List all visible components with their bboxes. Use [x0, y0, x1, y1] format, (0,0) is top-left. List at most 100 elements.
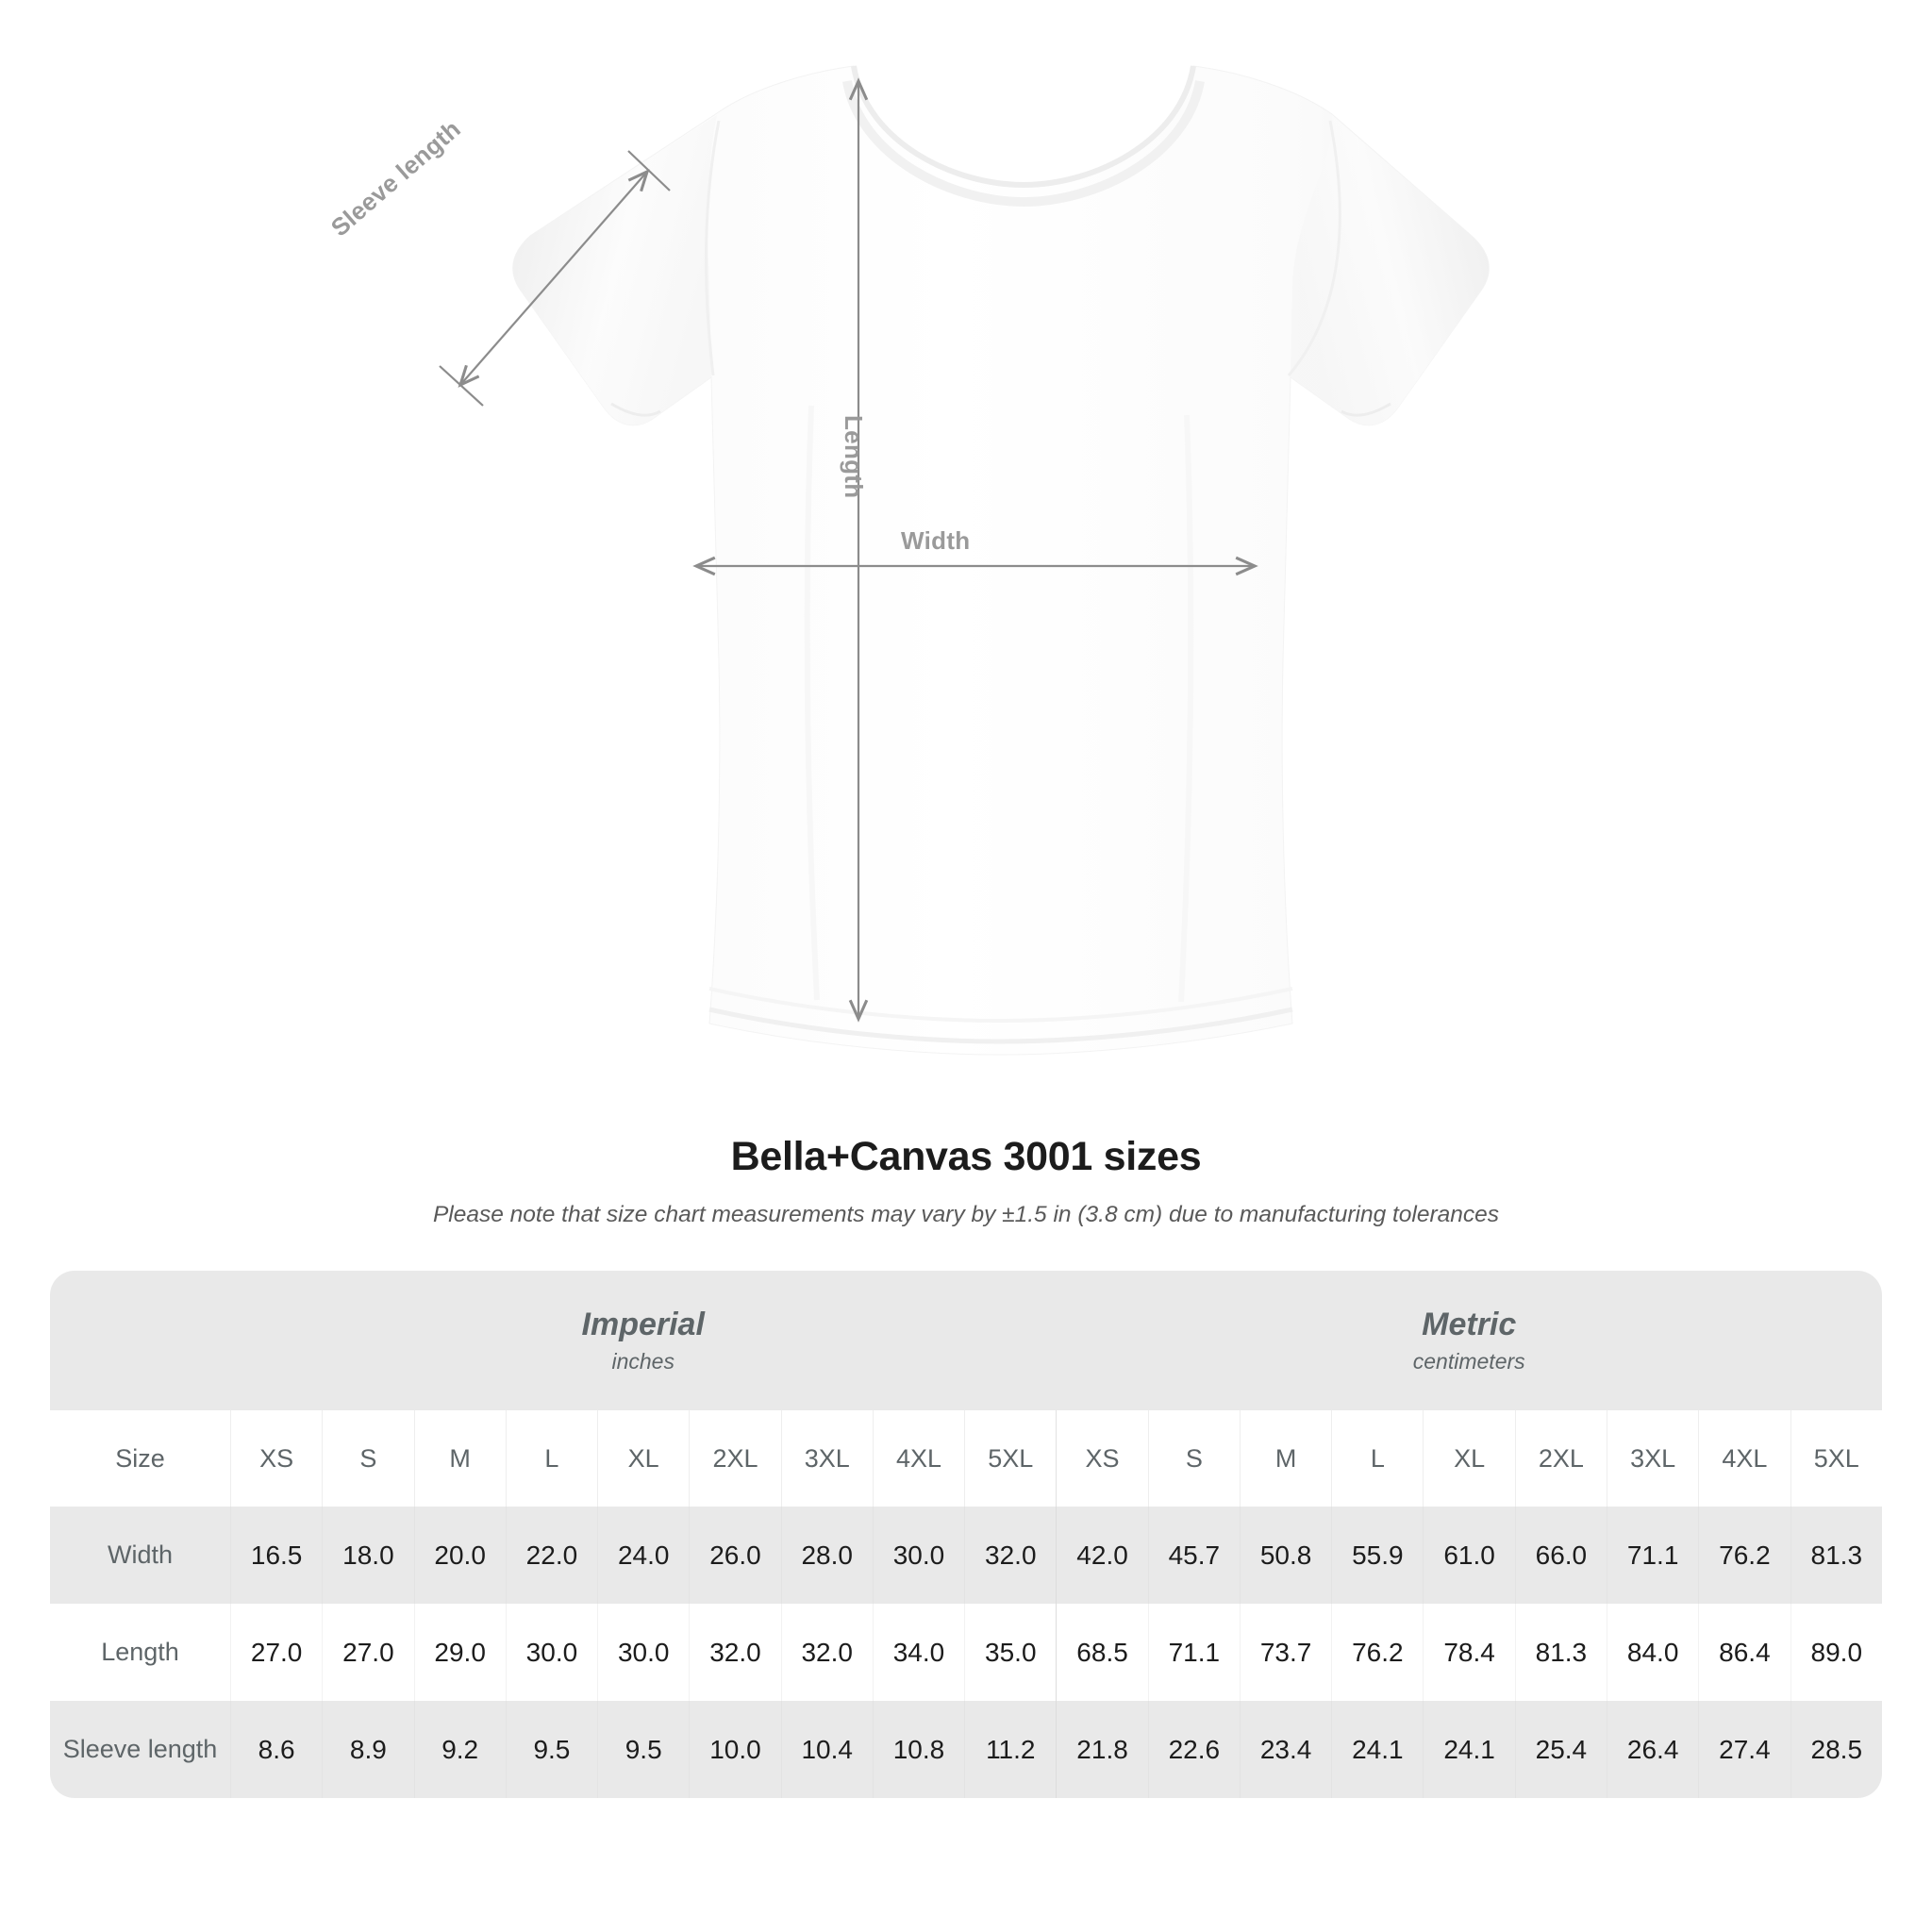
size-column-header-metric-l: L [1331, 1410, 1423, 1507]
width-label: Width [901, 526, 971, 555]
size-header-row: Size XS S M L XL 2XL 3XL 4XL 5XL XS S M L XL 2XL 3XL 4XL 5… [50, 1410, 1882, 1507]
cell-length-imperial-m: 29.0 [413, 1604, 506, 1701]
size-column-header-metric-xs: XS [1056, 1410, 1147, 1507]
row-header-sleeve-length: Sleeve length [62, 1735, 218, 1763]
table-row: Length 27.0 27.0 29.0 30.0 30.0 32.0 32.0 34.0 35… [50, 1604, 1882, 1701]
size-header-cell: Size [115, 1443, 165, 1473]
cell-width-imperial-xs: 16.5 [230, 1507, 322, 1604]
cell-sleeve-length-imperial-4xl: 10.8 [872, 1701, 964, 1798]
size-column-header-imperial-3xl: 3XL [780, 1410, 873, 1507]
page-subtitle: Please note that size chart measurements… [432, 1201, 1500, 1227]
size-column-header-metric-xl: XL [1423, 1410, 1514, 1507]
cell-width-imperial-4xl: 30.0 [872, 1507, 964, 1604]
cell-length-metric-3xl: 84.0 [1607, 1604, 1698, 1701]
size-column-header-imperial-l: L [505, 1410, 597, 1507]
cell-width-imperial-m: 20.0 [413, 1507, 506, 1604]
table-row: Width 16.5 18.0 20.0 22.0 24.0 26.0 28.0 30.0 32.… [50, 1507, 1882, 1604]
size-column-header-metric-3xl: 3XL [1607, 1410, 1698, 1507]
cell-length-imperial-xs: 27.0 [230, 1604, 322, 1701]
cell-sleeve-length-imperial-xl: 9.5 [597, 1701, 689, 1798]
size-column-header-metric-4xl: 4XL [1698, 1410, 1790, 1507]
cell-sleeve-length-imperial-5xl: 11.2 [964, 1701, 1056, 1798]
cell-width-imperial-l: 22.0 [505, 1507, 597, 1604]
size-chart-table: Imperial inches Metric centimeters Size XS S M L… [50, 1271, 1882, 1798]
cell-length-metric-xl: 78.4 [1423, 1604, 1514, 1701]
unit-subtitle: centimeters [1412, 1349, 1525, 1374]
garment-diagram: Sleeve length Length Width [325, 65, 1490, 1056]
cell-width-imperial-s: 18.0 [322, 1507, 413, 1604]
cell-length-imperial-xl: 30.0 [597, 1604, 689, 1701]
size-column-header-imperial-s: S [322, 1410, 413, 1507]
sleeve-length-arrow [439, 150, 671, 407]
cell-sleeve-length-metric-l: 24.1 [1331, 1701, 1423, 1798]
page-title: Bella+Canvas 3001 sizes [730, 1134, 1202, 1179]
cell-width-metric-2xl: 66.0 [1514, 1507, 1607, 1604]
cell-length-metric-4xl: 86.4 [1698, 1604, 1790, 1701]
row-header-length: Length [101, 1638, 179, 1666]
cell-length-imperial-l: 30.0 [505, 1604, 597, 1701]
size-column-header-metric-2xl: 2XL [1514, 1410, 1607, 1507]
size-column-header-imperial-2xl: 2XL [689, 1410, 780, 1507]
cell-sleeve-length-imperial-s: 8.9 [322, 1701, 413, 1798]
cell-width-metric-4xl: 76.2 [1698, 1507, 1790, 1604]
cell-length-imperial-3xl: 32.0 [780, 1604, 873, 1701]
length-label: Length [840, 415, 868, 499]
cell-length-imperial-2xl: 32.0 [689, 1604, 780, 1701]
unit-name: Imperial [581, 1306, 705, 1342]
unit-header-imperial: Imperial inches [230, 1271, 1056, 1410]
cell-sleeve-length-imperial-2xl: 10.0 [689, 1701, 780, 1798]
size-column-header-metric-s: S [1147, 1410, 1240, 1507]
unit-subtitle: inches [611, 1349, 675, 1374]
cell-sleeve-length-metric-4xl: 27.4 [1698, 1701, 1790, 1798]
cell-sleeve-length-metric-xl: 24.1 [1423, 1701, 1514, 1798]
cell-length-metric-m: 73.7 [1239, 1604, 1331, 1701]
size-column-header-imperial-5xl: 5XL [964, 1410, 1056, 1507]
cell-width-imperial-xl: 24.0 [597, 1507, 689, 1604]
cell-sleeve-length-imperial-m: 9.2 [413, 1701, 506, 1798]
row-header-width: Width [107, 1541, 174, 1569]
cell-sleeve-length-metric-xs: 21.8 [1056, 1701, 1147, 1798]
bottom-hem [708, 1007, 1293, 1044]
cell-length-metric-xs: 68.5 [1056, 1604, 1147, 1701]
cell-width-metric-3xl: 71.1 [1607, 1507, 1698, 1604]
cell-width-imperial-3xl: 28.0 [780, 1507, 873, 1604]
unit-name: Metric [1422, 1306, 1517, 1342]
cell-length-imperial-s: 27.0 [322, 1604, 413, 1701]
cell-width-metric-m: 50.8 [1239, 1507, 1331, 1604]
size-column-header-metric-5xl: 5XL [1790, 1410, 1882, 1507]
cell-length-metric-s: 71.1 [1147, 1604, 1240, 1701]
title-block: Bella+Canvas 3001 sizes Please note that… [0, 1132, 1932, 1230]
cell-length-metric-2xl: 81.3 [1514, 1604, 1607, 1701]
cell-width-metric-s: 45.7 [1147, 1507, 1240, 1604]
cell-sleeve-length-metric-3xl: 26.4 [1607, 1701, 1698, 1798]
cell-sleeve-length-metric-2xl: 25.4 [1514, 1701, 1607, 1798]
t-shirt-illustration [439, 65, 1490, 1056]
cell-width-metric-xl: 61.0 [1423, 1507, 1514, 1604]
size-column-header-imperial-xl: XL [597, 1410, 689, 1507]
cell-width-imperial-2xl: 26.0 [689, 1507, 780, 1604]
left-sleeve [512, 115, 717, 425]
size-column-header-metric-m: M [1239, 1410, 1331, 1507]
cell-sleeve-length-imperial-l: 9.5 [505, 1701, 597, 1798]
size-column-header-imperial-m: M [413, 1410, 506, 1507]
cell-length-metric-5xl: 89.0 [1790, 1604, 1882, 1701]
cell-width-metric-xs: 42.0 [1056, 1507, 1147, 1604]
cell-sleeve-length-metric-5xl: 28.5 [1790, 1701, 1882, 1798]
size-column-header-imperial-4xl: 4XL [872, 1410, 964, 1507]
cell-sleeve-length-metric-m: 23.4 [1239, 1701, 1331, 1798]
table-row: Sleeve length 8.6 8.9 9.2 9.5 9.5 10.0 10.4 10.8… [50, 1701, 1882, 1798]
cell-length-imperial-5xl: 35.0 [964, 1604, 1056, 1701]
collar-seam [851, 65, 1196, 189]
cell-width-metric-l: 55.9 [1331, 1507, 1423, 1604]
cell-width-imperial-5xl: 32.0 [964, 1507, 1056, 1604]
cell-length-imperial-4xl: 34.0 [872, 1604, 964, 1701]
unit-header-spacer [50, 1271, 230, 1410]
cell-sleeve-length-imperial-xs: 8.6 [230, 1701, 322, 1798]
cell-length-metric-l: 76.2 [1331, 1604, 1423, 1701]
cell-width-metric-5xl: 81.3 [1790, 1507, 1882, 1604]
unit-header-metric: Metric centimeters [1056, 1271, 1882, 1410]
cell-sleeve-length-metric-s: 22.6 [1147, 1701, 1240, 1798]
size-column-header-imperial-xs: XS [230, 1410, 322, 1507]
unit-header-row: Imperial inches Metric centimeters [50, 1271, 1882, 1410]
